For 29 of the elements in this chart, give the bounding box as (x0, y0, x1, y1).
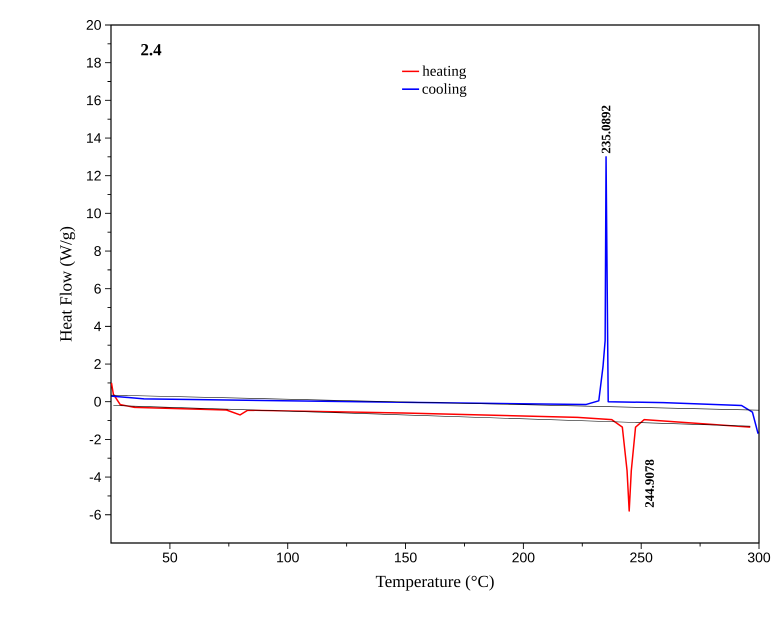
y-tick-label: 0 (94, 396, 101, 407)
annotation: 2.4 (141, 44, 162, 56)
x-axis-title: Temperature (°C) (376, 575, 494, 591)
y-tick-label: -4 (90, 472, 102, 482)
y-tick-label: 14 (87, 133, 102, 143)
x-tick-label: 250 (630, 552, 652, 562)
y-tick-label: 12 (87, 170, 101, 181)
y-tick-label: 18 (87, 58, 101, 68)
legend-label: heating (422, 65, 466, 80)
y-tick-label: 6 (94, 284, 101, 294)
y-tick-label: -2 (90, 434, 101, 444)
y-tick-label: 8 (94, 246, 101, 256)
x-tick-label: 100 (277, 552, 299, 562)
line-series (111, 156, 759, 434)
y-tick-label: 20 (86, 20, 101, 30)
y-tick-label: 16 (87, 95, 101, 106)
y-tick-label: 4 (94, 322, 102, 332)
legend-label: cooling (422, 83, 466, 97)
y-axis-title: Heat Flow (W/g) (60, 226, 76, 342)
line-series (111, 382, 752, 512)
annotation: 235.0892 (602, 106, 610, 154)
x-tick-label: 200 (512, 552, 534, 562)
x-tick-label: 150 (394, 552, 417, 562)
y-tick-label: -6 (90, 510, 101, 520)
annotation: 244.9078 (645, 460, 654, 508)
y-tick-label: 10 (87, 208, 101, 218)
x-tick-label: 300 (748, 552, 770, 562)
x-tick-label: 50 (162, 552, 178, 562)
y-tick-label: 2 (94, 359, 101, 369)
